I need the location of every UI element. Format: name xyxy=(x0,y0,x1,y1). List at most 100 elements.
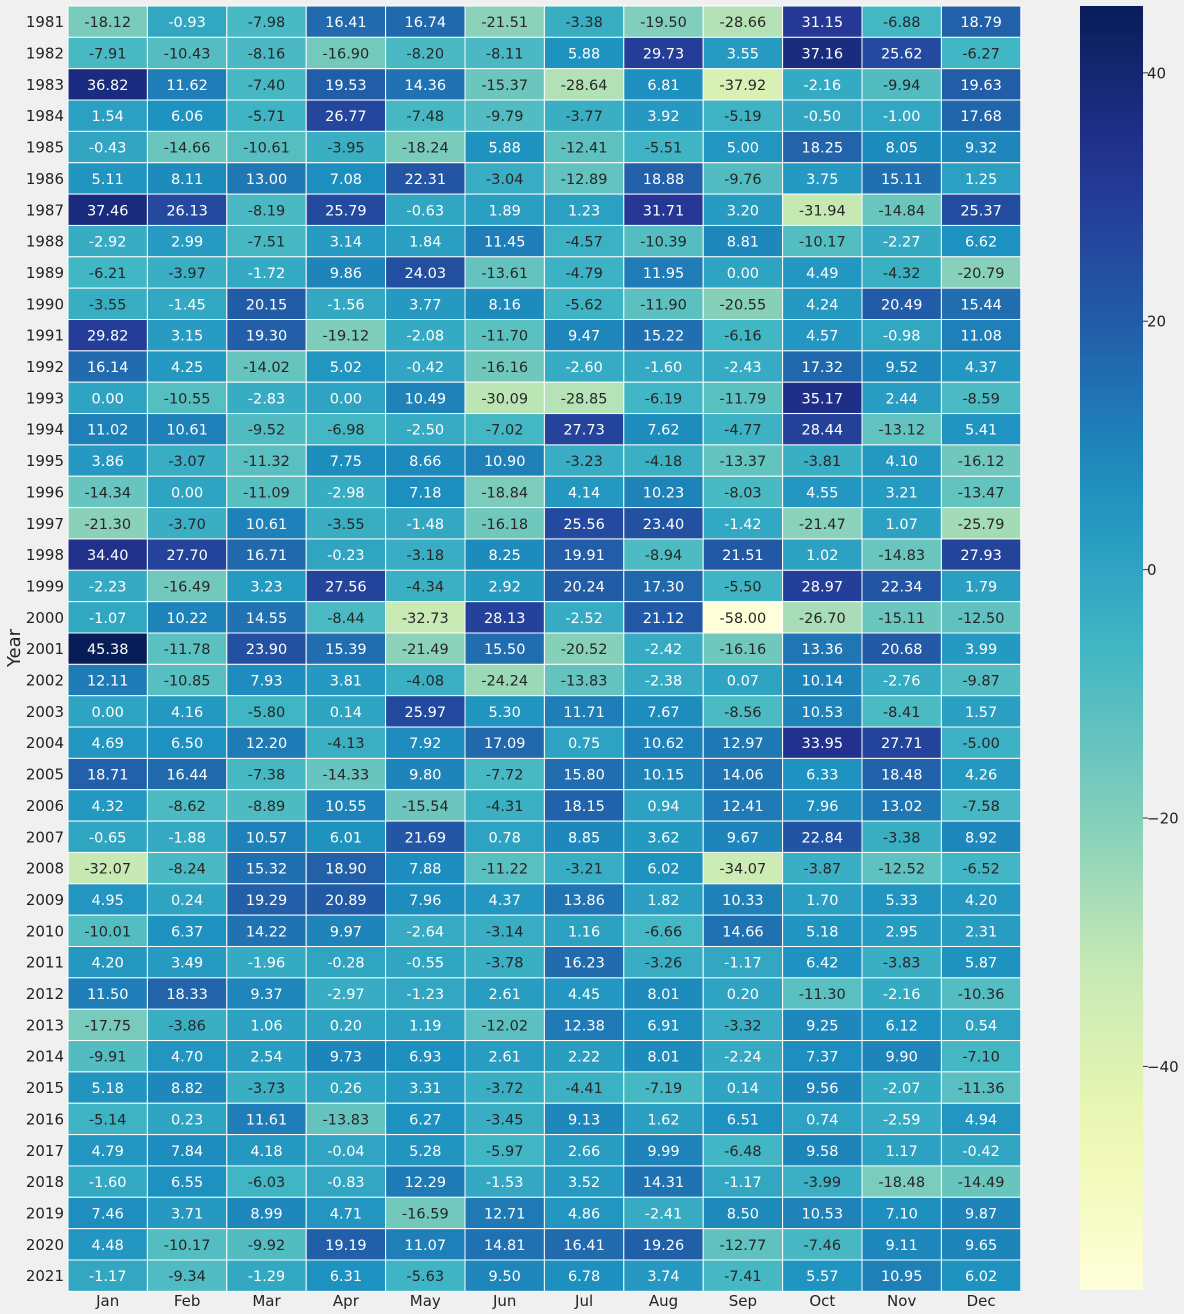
heatmap-cell xyxy=(702,914,784,948)
heatmap-cell xyxy=(305,287,387,320)
heatmap-cell xyxy=(782,36,863,70)
heatmap-cell xyxy=(940,5,1022,38)
cell-value-label: -9.34 xyxy=(168,1269,206,1285)
heatmap-cell xyxy=(464,1134,545,1167)
heatmap-cell xyxy=(464,99,545,132)
heatmap-cell xyxy=(623,695,704,728)
cell-value-label: 29.82 xyxy=(87,329,129,345)
heatmap-cell xyxy=(146,851,228,885)
colorbar-tick-label: −20 xyxy=(1147,810,1179,828)
cell-value-label: 10.61 xyxy=(166,423,208,439)
cell-value-label: 9.52 xyxy=(886,360,918,376)
cell-value-label: -4.31 xyxy=(486,799,524,815)
cell-value-label: -7.72 xyxy=(486,768,524,784)
heatmap-cell xyxy=(305,507,387,540)
heatmap-cell xyxy=(623,1071,704,1104)
cell-value-label: 10.55 xyxy=(325,799,367,815)
heatmap-cell xyxy=(385,851,466,885)
cell-value-label: 11.50 xyxy=(87,987,129,1003)
cell-value-label: 7.84 xyxy=(171,1144,203,1160)
heatmap-cell xyxy=(226,757,307,791)
heatmap-cell xyxy=(464,1102,545,1136)
cell-value-label: 27.71 xyxy=(881,736,923,752)
cell-value-label: -6.27 xyxy=(962,47,1000,63)
heatmap-cell xyxy=(940,789,1022,822)
heatmap-cell xyxy=(305,663,387,697)
cell-value-label: 8.92 xyxy=(965,830,997,846)
heatmap-cell xyxy=(464,193,545,226)
cell-value-label: 5.87 xyxy=(965,956,997,972)
heatmap-cell xyxy=(623,914,704,948)
heatmap-cell xyxy=(543,1008,625,1042)
heatmap-cell xyxy=(623,538,704,571)
cell-value-label: 7.92 xyxy=(409,736,441,752)
heatmap-cell xyxy=(146,820,228,853)
cell-value-label: 0.26 xyxy=(330,1081,362,1097)
heatmap-cell xyxy=(702,162,784,195)
cell-value-label: -4.13 xyxy=(327,736,365,752)
cell-value-label: -2.16 xyxy=(883,987,921,1003)
heatmap-cell xyxy=(385,1008,466,1042)
cell-value-label: -0.83 xyxy=(327,1175,365,1191)
heatmap-cell xyxy=(67,507,148,540)
cell-value-label: -3.04 xyxy=(486,172,524,188)
cell-value-label: 8.05 xyxy=(886,141,918,157)
heatmap-cell xyxy=(146,475,228,509)
cell-value-label: 6.02 xyxy=(647,862,679,878)
cell-value-label: 15.11 xyxy=(881,172,923,188)
heatmap-cell xyxy=(67,1040,148,1073)
heatmap-cell xyxy=(385,130,466,164)
heatmap-cell xyxy=(861,1259,942,1292)
heatmap-cell xyxy=(702,726,784,759)
cell-value-label: 3.15 xyxy=(171,329,203,345)
row-tick-label: 2009 xyxy=(26,891,64,909)
cell-value-label: -7.91 xyxy=(89,47,127,63)
heatmap-cell xyxy=(226,193,307,226)
heatmap-cell xyxy=(940,224,1022,258)
cell-value-label: -18.24 xyxy=(402,141,449,157)
cell-value-label: 4.14 xyxy=(568,485,600,501)
cell-value-label: 10.33 xyxy=(722,893,764,909)
cell-value-label: 25.56 xyxy=(563,517,605,533)
cell-value-label: -20.52 xyxy=(561,642,608,658)
heatmap-cell xyxy=(623,5,704,38)
heatmap-cell xyxy=(146,319,228,352)
column-tick-label: Jun xyxy=(492,1292,516,1310)
cell-value-label: 5.18 xyxy=(806,924,838,940)
heatmap-cell xyxy=(305,413,387,446)
heatmap-cell xyxy=(464,757,545,791)
heatmap-cell xyxy=(67,914,148,948)
cell-value-label: -1.60 xyxy=(645,360,683,376)
heatmap-cell xyxy=(305,1165,387,1198)
cell-value-label: -6.19 xyxy=(645,391,683,407)
cell-value-label: 18.71 xyxy=(87,768,129,784)
heatmap-cell xyxy=(940,256,1022,289)
cell-value-label: 4.70 xyxy=(171,1050,203,1066)
cell-value-label: 11.07 xyxy=(405,1238,447,1254)
cell-value-label: -3.55 xyxy=(327,517,365,533)
cell-value-label: -4.18 xyxy=(645,454,683,470)
heatmap-cell xyxy=(702,36,784,70)
cell-value-label: 4.94 xyxy=(965,1112,997,1128)
cell-value-label: -7.98 xyxy=(248,15,286,31)
cell-value-label: -8.11 xyxy=(486,47,524,63)
heatmap-cell xyxy=(623,663,704,697)
heatmap-cell xyxy=(67,946,148,979)
heatmap-cell xyxy=(782,569,863,603)
cell-value-label: 8.50 xyxy=(727,1206,759,1222)
heatmap-cell xyxy=(702,632,784,665)
cell-value-label: 5.57 xyxy=(806,1269,838,1285)
cell-value-label: -4.08 xyxy=(407,674,445,690)
cell-value-label: -2.64 xyxy=(407,924,445,940)
cell-value-label: 3.75 xyxy=(806,172,838,188)
cell-value-label: 4.86 xyxy=(568,1206,600,1222)
heatmap-cell xyxy=(67,381,148,415)
cell-value-label: 27.70 xyxy=(166,548,208,564)
cell-value-label: 2.22 xyxy=(568,1050,600,1066)
cell-value-label: -1.17 xyxy=(89,1269,127,1285)
cell-value-label: 21.12 xyxy=(643,611,685,627)
cell-value-label: -25.79 xyxy=(958,517,1005,533)
heatmap-cell xyxy=(464,977,545,1010)
cell-value-label: -5.51 xyxy=(645,141,683,157)
heatmap-cell xyxy=(623,162,704,195)
